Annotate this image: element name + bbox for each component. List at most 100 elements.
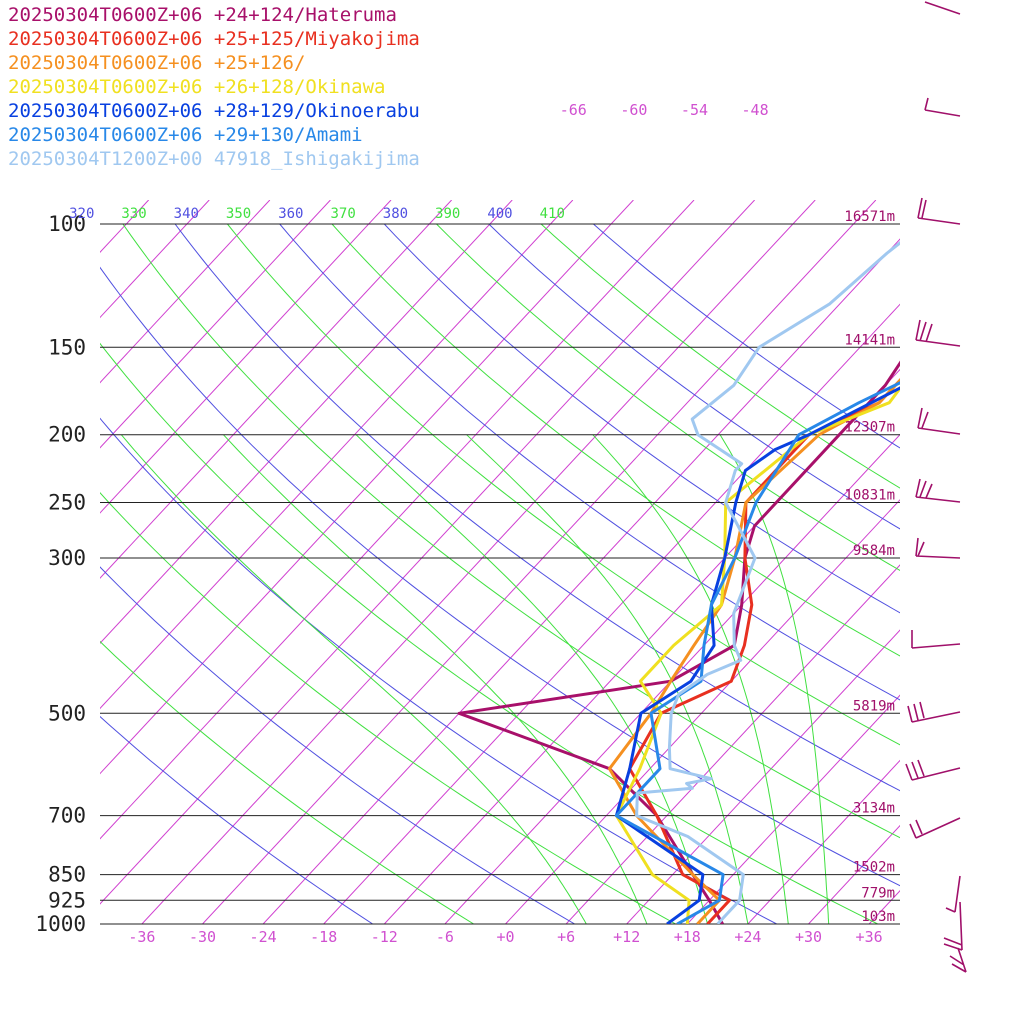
isotherm-line [100, 200, 452, 579]
isotherm-line [565, 564, 900, 924]
isotherm-line [383, 368, 900, 924]
isotherm-line [323, 303, 900, 924]
pressure-tick-label: 850 [48, 863, 86, 887]
isotherm-line [747, 759, 900, 924]
height-label: 16571m [844, 209, 895, 225]
upper-temperature-label: -66 [560, 101, 587, 119]
pressure-tick-label: 500 [48, 701, 86, 725]
isotherm-line [100, 200, 271, 384]
series-line [614, 385, 900, 924]
legend-entry: 20250304T1200Z+00 47918_Ishigakijima [8, 148, 420, 170]
dry-adiabat-line [100, 491, 676, 924]
legend-entry: 20250304T0600Z+06 +25+125/Miyakojima [8, 28, 420, 50]
series-line [614, 386, 900, 924]
series-line [614, 381, 900, 924]
moist-adiabat-line [719, 434, 830, 924]
isotherm-line [686, 694, 900, 924]
isotherm-line [100, 200, 634, 775]
dry-adiabat-line [174, 223, 900, 792]
dry-adiabat-line [100, 342, 878, 924]
temperature-tick-label: +30 [795, 928, 822, 946]
upper-temperature-label: -48 [742, 101, 769, 119]
isotherm-line [444, 433, 900, 924]
pressure-tick-label: 250 [48, 491, 86, 515]
dry-adiabat-line [540, 223, 900, 489]
legend-entry: 20250304T0600Z+06 +25+126/ [8, 52, 306, 74]
moist-adiabat-line [592, 434, 789, 924]
theta-label: 350 [226, 206, 251, 222]
moist-adiabat-line [120, 434, 587, 924]
pressure-tick-label: 925 [48, 888, 86, 912]
height-label: 12307m [844, 420, 895, 436]
pressure-tick-label: 150 [48, 335, 86, 359]
isotherm-line [505, 499, 900, 924]
dry-adiabat-line [488, 223, 900, 530]
legend-entry: 20250304T0600Z+06 +29+130/Amami [8, 124, 363, 146]
dry-adiabat-line [100, 715, 373, 924]
isotherm-line [100, 200, 755, 905]
temperature-tick-label: -18 [310, 928, 337, 946]
dry-adiabat-line [100, 266, 900, 887]
isotherm-line [262, 238, 900, 924]
theta-label: 320 [69, 206, 94, 222]
legend-entry: 20250304T0600Z+06 +24+124/Hateruma [8, 4, 397, 26]
isobar-lines [100, 223, 900, 925]
pressure-tick-label: 200 [48, 423, 86, 447]
pressure-tick-label: 1000 [35, 912, 86, 936]
temperature-tick-label: +6 [557, 928, 575, 946]
temperature-tick-label: -12 [371, 928, 398, 946]
theta-label: 400 [487, 206, 512, 222]
temperature-tick-label: +36 [856, 928, 883, 946]
height-label: 779m [861, 885, 895, 901]
height-label: 9584m [853, 543, 895, 559]
dry-adiabat-line [227, 223, 900, 746]
isotherm-line [100, 200, 695, 840]
dry-adiabat-line [279, 223, 900, 701]
theta-label: 340 [174, 206, 199, 222]
height-label: 10831m [844, 488, 895, 504]
upper-temperature-label: -60 [620, 101, 647, 119]
isotherm-line [202, 200, 877, 924]
dry-adiabat-line [331, 223, 900, 657]
moist-adiabat-line [223, 434, 648, 924]
dry-adiabat-line [100, 417, 777, 924]
dry-adiabat-line [383, 223, 900, 614]
theta-label: 360 [278, 206, 303, 222]
temperature-tick-label: -30 [189, 928, 216, 946]
height-label: 1502m [853, 860, 895, 876]
theta-label: 370 [330, 206, 355, 222]
legend-entry: 20250304T0600Z+06 +28+129/Okinoerabu [8, 100, 420, 122]
isotherm-line [100, 200, 392, 514]
temperature-tick-label: +24 [734, 928, 761, 946]
dry-adiabat-line [593, 223, 900, 449]
isotherm-line [100, 200, 574, 710]
series-line [635, 241, 900, 924]
grid-lines [0, 200, 1024, 924]
isotherm-line [930, 200, 1024, 924]
upper-temperature-label: -54 [681, 101, 708, 119]
theta-label: 380 [383, 206, 408, 222]
dry-adiabat-line [100, 566, 575, 924]
dry-adiabat-line [100, 640, 474, 924]
series-lines [457, 241, 900, 924]
pressure-tick-label: 300 [48, 546, 86, 570]
temperature-tick-label: -24 [250, 928, 277, 946]
isotherm-line [0, 200, 27, 924]
temperature-tick-label: +12 [613, 928, 640, 946]
temperature-tick-label: -36 [128, 928, 155, 946]
temperature-tick-label: -6 [436, 928, 454, 946]
height-label: 14141m [844, 332, 895, 348]
isotherm-line [141, 200, 816, 924]
wind-barbs [905, 1, 967, 973]
height-label: 5819m [853, 698, 895, 714]
moist-adiabat-line [466, 434, 749, 924]
theta-label: 330 [121, 206, 146, 222]
dry-adiabat-line [436, 223, 900, 572]
dry-adiabat-line [122, 223, 900, 839]
isotherm-line [100, 200, 513, 644]
pressure-tick-label: 100 [48, 212, 86, 236]
theta-label: 390 [435, 206, 460, 222]
isotherm-line [100, 200, 331, 449]
